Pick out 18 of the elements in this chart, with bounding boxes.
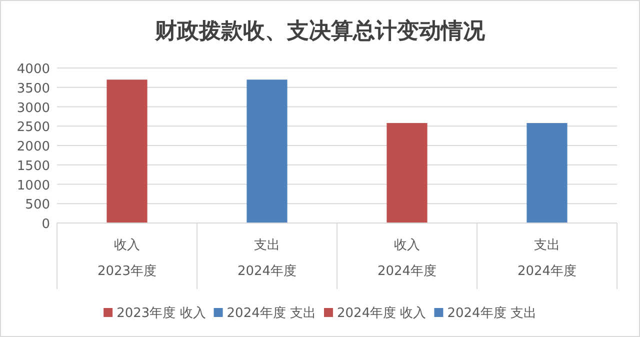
y-tick-label: 2500 [16, 120, 50, 136]
legend-label: 2024年度 支出 [226, 305, 316, 321]
legend-label: 2024年度 收入 [337, 305, 426, 321]
x-tick-label: 支出 2024年度 [517, 238, 577, 279]
y-tick-label: 3000 [16, 100, 50, 116]
x-tick-label: 收入 2023年度 [97, 238, 157, 279]
y-tick-label: 3500 [16, 81, 50, 96]
chart-title: 财政拨款收、支决算总计变动情况 [154, 18, 486, 44]
y-tick-label: 1500 [16, 158, 50, 174]
y-tick-label: 0 [42, 217, 50, 232]
x-tick-label: 支出 2024年度 [237, 238, 297, 279]
y-tick-label: 1000 [16, 178, 50, 194]
legend-label: 2023年度 收入 [116, 305, 206, 321]
y-tick-label: 500 [25, 198, 50, 213]
x-tick-label: 收入 2024年度 [377, 238, 437, 279]
y-tick-label: 4000 [16, 62, 50, 77]
legend-label: 2024年度 支出 [447, 305, 536, 321]
y-tick-label: 2000 [16, 140, 50, 154]
